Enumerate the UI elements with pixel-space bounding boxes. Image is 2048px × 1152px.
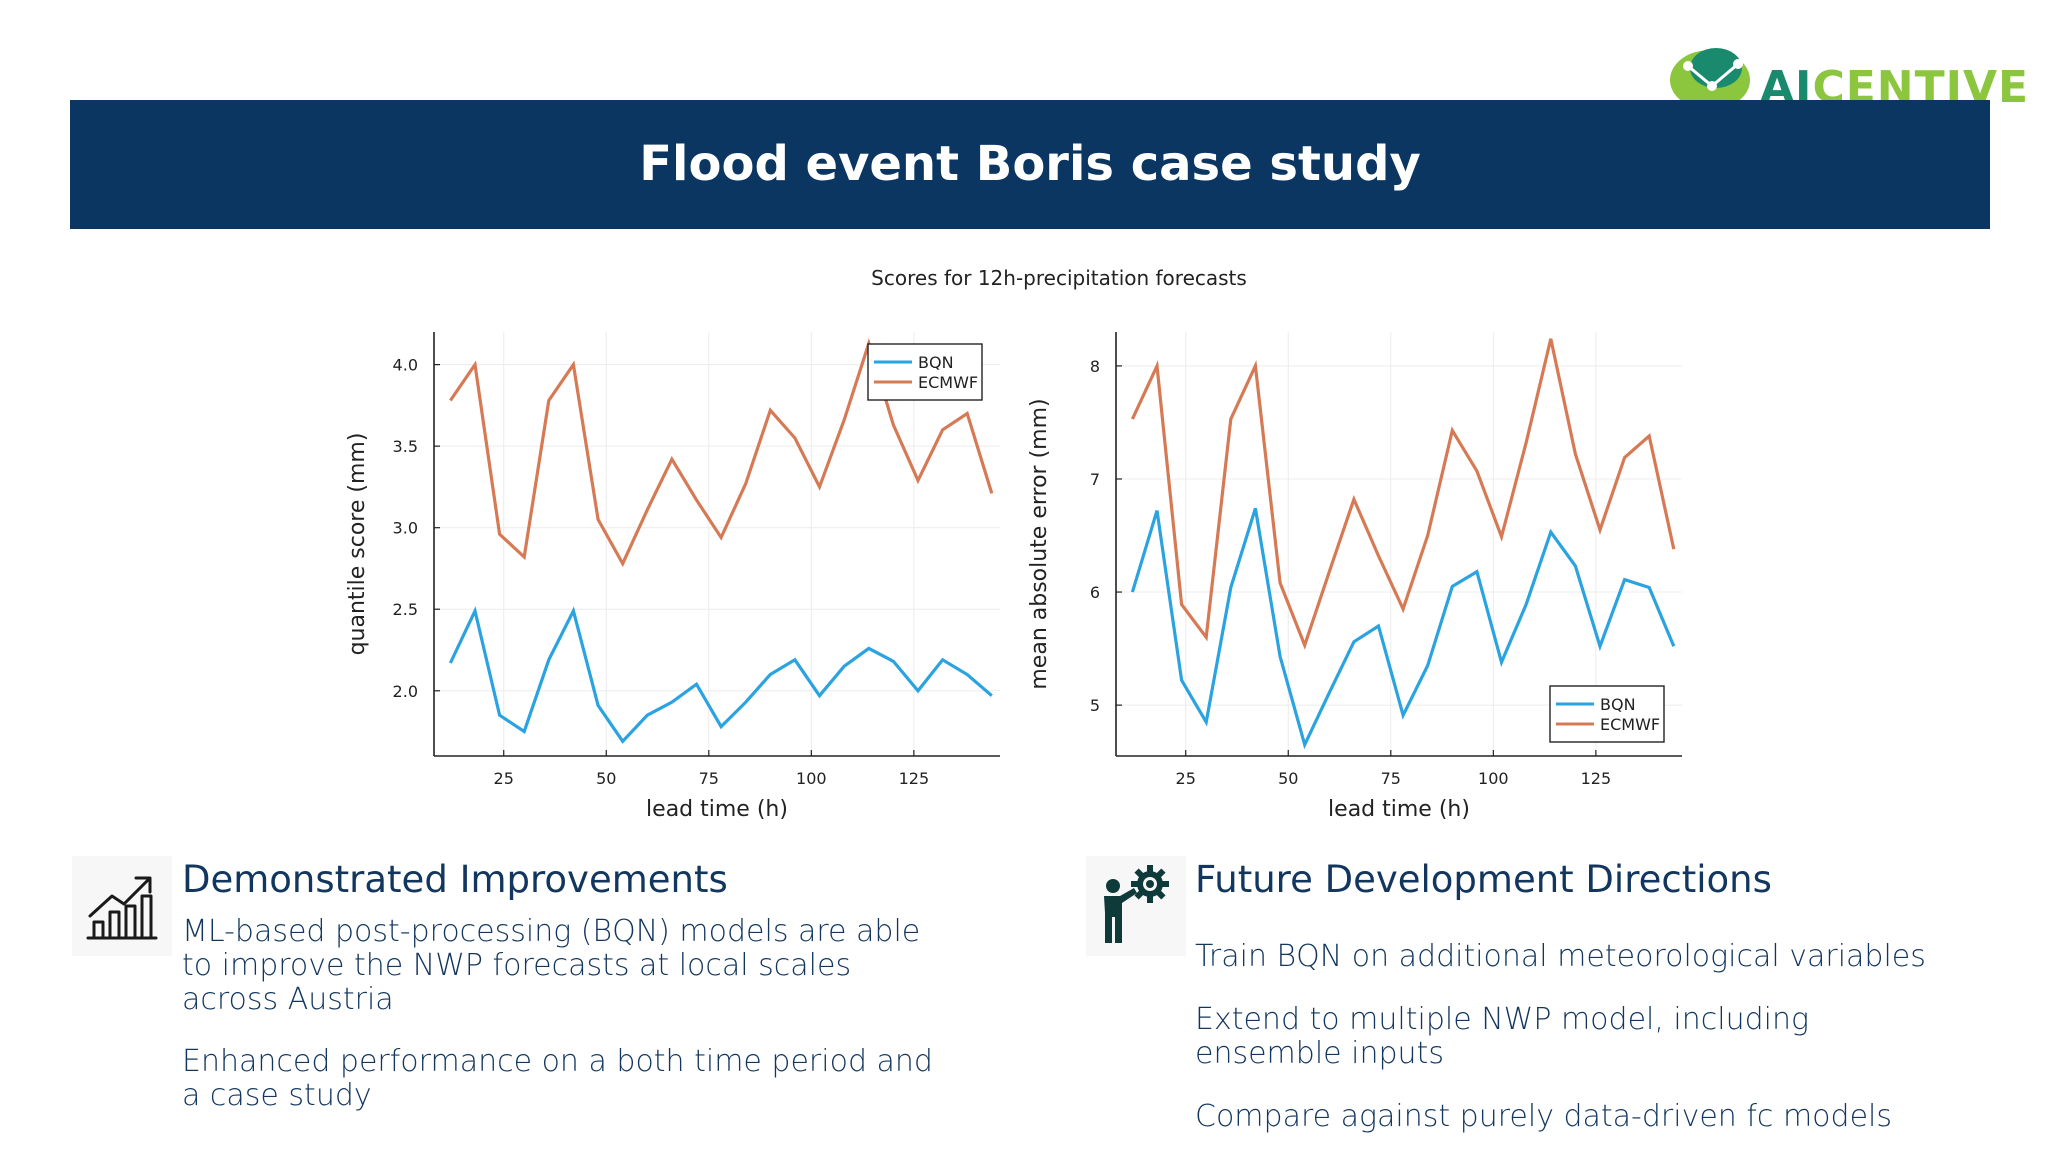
x-tick-label: 125 (899, 769, 930, 788)
legend-label-bqn: BQN (918, 353, 954, 372)
y-tick-label: 3.0 (393, 519, 418, 538)
x-tick-label: 100 (796, 769, 827, 788)
x-tick-label: 75 (699, 769, 719, 788)
legend-box (867, 343, 983, 401)
x-tick-label: 100 (1478, 769, 1509, 788)
series-line-bqn (448, 606, 993, 744)
logo-mark-icon (1670, 48, 1750, 110)
left-paragraph-1: ML-based post-processing (BQN) models ar… (182, 914, 921, 1017)
y-tick-label: 2.0 (393, 682, 418, 701)
title-banner: Flood event Boris case study (70, 100, 1990, 229)
y-tick-label: 4.0 (393, 356, 418, 375)
legend-box (1549, 685, 1665, 743)
x-tick-label: 75 (1381, 769, 1401, 788)
page-title: Flood event Boris case study (639, 136, 1421, 192)
growth-chart-icon (72, 856, 172, 956)
series-line-ecmwf (449, 338, 994, 568)
y-tick-label: 8 (1090, 357, 1100, 376)
y-axis-label: mean absolute error (mm) (1027, 398, 1052, 689)
x-axis-label: lead time (h) (1328, 797, 1470, 822)
x-tick-label: 50 (1278, 769, 1298, 788)
y-tick-label: 6 (1090, 583, 1100, 602)
figure-title: Scores for 12h-precipitation forecasts (871, 266, 1247, 290)
right-paragraph-2: Extend to multiple NWP model, including … (1195, 1002, 1810, 1071)
right-section-heading: Future Development Directions (1195, 858, 1772, 901)
y-tick-label: 3.5 (393, 437, 418, 456)
left-section-heading: Demonstrated Improvements (182, 858, 728, 901)
x-tick-label: 125 (1581, 769, 1612, 788)
y-tick-label: 7 (1090, 470, 1100, 489)
y-tick-label: 2.5 (393, 600, 418, 619)
mean-absolute-error-chart: 25 50 75 100 125 5 6 7 8 lead time (h) mean absolu… (1027, 332, 1682, 822)
legend-label-ecmwf: ECMWF (918, 373, 978, 392)
left-paragraph-2: Enhanced performance on a both time peri… (182, 1044, 933, 1113)
y-tick-label: 5 (1090, 696, 1100, 715)
series-line-ecmwf (1130, 338, 1676, 650)
right-paragraph-3: Compare against purely data-driven fc mo… (1195, 1099, 1892, 1134)
x-tick-label: 25 (1176, 769, 1196, 788)
x-tick-label: 50 (596, 769, 616, 788)
legend-label-ecmwf: ECMWF (1600, 715, 1660, 734)
y-axis-label: quantile score (mm) (345, 433, 370, 656)
right-paragraph-1: Train BQN on additional meteorological v… (1195, 939, 1926, 974)
x-tick-label: 25 (494, 769, 514, 788)
legend-label-bqn: BQN (1600, 695, 1636, 714)
quantile-score-chart: 25 50 75 100 125 2.0 2.5 3.0 3.5 4.0 lead time (h)… (345, 332, 1000, 822)
presenter-gear-icon (1086, 856, 1186, 956)
x-axis-label: lead time (h) (646, 797, 788, 822)
